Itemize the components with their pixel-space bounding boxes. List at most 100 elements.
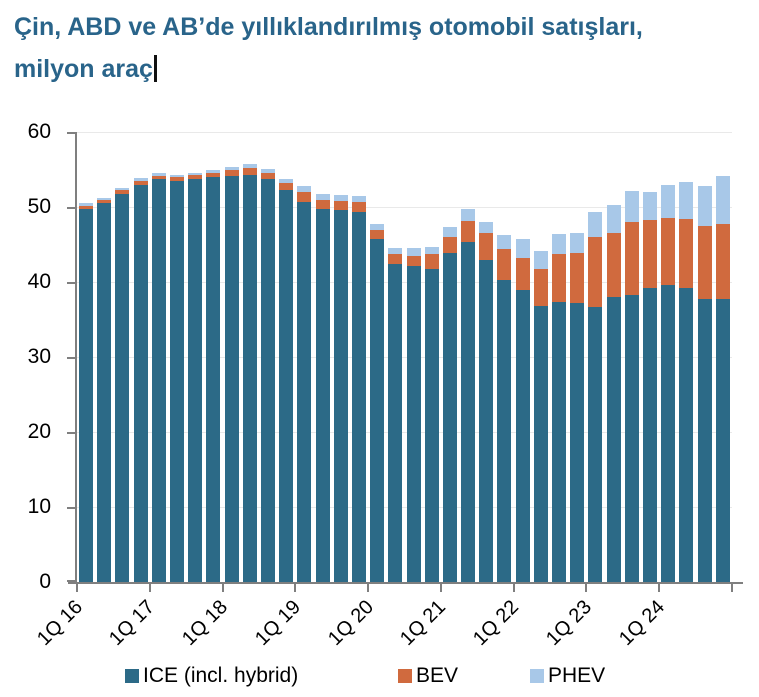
bar-segment-ice-3Q17 <box>188 179 203 582</box>
bar-segment-phev-1Q20 <box>370 223 385 231</box>
bar-segment-phev-4Q22 <box>570 232 585 253</box>
bar-2Q22 <box>533 250 548 582</box>
bar-1Q19 <box>297 186 312 582</box>
grid-layer <box>77 132 732 582</box>
y-axis-label-10: 10 <box>27 495 51 518</box>
y-axis-label-60: 60 <box>27 120 51 143</box>
chart-title-line2: milyon araç <box>14 48 754 90</box>
bar-segment-ice-1Q21 <box>442 252 457 582</box>
bar-segment-ice-4Q22 <box>570 303 585 582</box>
bar-3Q19 <box>333 195 348 582</box>
gridline-10 <box>77 507 732 508</box>
bar-2Q23 <box>606 204 621 582</box>
x-axis-label-1Q22: 1Q 22 <box>469 596 524 651</box>
bar-segment-bev-1Q21 <box>442 237 457 253</box>
bar-3Q24 <box>697 186 712 582</box>
bar-segment-phev-2Q23 <box>606 204 621 233</box>
bar-segment-phev-2Q24 <box>679 182 694 219</box>
bar-segment-phev-2Q18 <box>242 164 257 168</box>
legend-swatch <box>125 669 139 683</box>
bar-segment-ice-1Q17 <box>151 179 166 582</box>
bar-segment-bev-4Q22 <box>570 252 585 303</box>
bar-segment-bev-4Q18 <box>279 183 294 190</box>
bar-segment-phev-3Q24 <box>697 186 712 226</box>
bar-segment-ice-3Q16 <box>115 193 130 582</box>
bar-segment-ice-3Q19 <box>333 210 348 582</box>
bar-segment-bev-3Q16 <box>115 189 130 194</box>
bar-segment-bev-4Q17 <box>206 172 221 177</box>
bar-4Q24 <box>715 175 730 582</box>
bar-segment-bev-2Q24 <box>679 219 694 288</box>
bar-segment-bev-3Q21 <box>479 233 494 261</box>
bar-segment-ice-1Q20 <box>370 239 385 582</box>
bar-2Q17 <box>169 174 184 582</box>
x-axis-label-1Q24: 1Q 24 <box>614 596 669 651</box>
bar-segment-phev-1Q16 <box>79 202 93 206</box>
bar-segment-ice-3Q23 <box>624 294 639 582</box>
bar-3Q16 <box>115 187 130 582</box>
bar-3Q23 <box>624 191 639 582</box>
bar-segment-phev-3Q21 <box>479 222 494 234</box>
bar-segment-bev-1Q23 <box>588 237 603 307</box>
legend-label-bev: BEV <box>416 664 459 687</box>
text-cursor <box>153 55 157 82</box>
bar-segment-bev-3Q17 <box>188 174 203 180</box>
bar-segment-ice-4Q16 <box>133 185 148 582</box>
x-axis-label-wrap-1Q17: 1Q 17 <box>105 596 159 650</box>
bar-segment-bev-2Q20 <box>388 254 403 264</box>
bar-segment-bev-4Q21 <box>497 249 512 280</box>
y-axis-line <box>75 132 77 584</box>
bar-segment-bev-4Q23 <box>643 219 658 288</box>
y-tick-20 <box>67 432 76 434</box>
bar-segment-ice-2Q20 <box>388 264 403 582</box>
bar-segment-bev-3Q23 <box>624 222 639 295</box>
legend-item-bev: BEV <box>398 662 458 690</box>
chart-title-line1: Çin, ABD ve AB’de yıllıklandırılmış otom… <box>14 6 754 48</box>
x-axis-line <box>68 582 743 584</box>
x-tick-1Q24 <box>658 584 661 592</box>
bar-segment-phev-1Q21 <box>442 226 457 237</box>
x-axis-label-wrap-1Q19: 1Q 19 <box>251 596 305 650</box>
legend: ICE (incl. hybrid) BEV PHEV <box>0 662 759 692</box>
bar-segment-bev-1Q20 <box>370 230 385 240</box>
x-axis-label-1Q20: 1Q 20 <box>323 596 378 651</box>
x-tick-1Q21 <box>439 584 442 592</box>
chart-title-textbox[interactable]: Çin, ABD ve AB’de yıllıklandırılmış otom… <box>14 6 754 90</box>
x-tick-1Q19 <box>294 584 297 592</box>
y-tick-60 <box>67 132 76 134</box>
bar-segment-phev-4Q18 <box>279 178 294 183</box>
bar-segment-ice-2Q23 <box>606 297 621 582</box>
x-tick-1Q23 <box>585 584 588 592</box>
bar-segment-bev-3Q18 <box>260 172 275 179</box>
bar-segment-bev-1Q17 <box>151 175 166 180</box>
bar-1Q16 <box>79 202 93 582</box>
bar-1Q23 <box>588 212 603 582</box>
legend-item-ice: ICE (incl. hybrid) <box>125 662 298 690</box>
x-axis-label-1Q16: 1Q 16 <box>32 596 87 651</box>
chart-title-text-line1: Çin, ABD ve AB’de yıllıklandırılmış otom… <box>14 13 643 41</box>
bar-segment-phev-4Q20 <box>424 246 439 255</box>
bar-segment-ice-1Q19 <box>297 201 312 582</box>
bar-segment-phev-3Q17 <box>188 172 203 175</box>
x-tick-1Q17 <box>148 584 151 592</box>
bar-3Q22 <box>552 234 567 582</box>
bar-segment-bev-3Q20 <box>406 255 421 267</box>
bar-segment-ice-1Q24 <box>661 285 676 582</box>
bar-segment-phev-4Q24 <box>715 175 730 225</box>
bar-segment-bev-4Q24 <box>715 224 730 299</box>
x-axis-label-1Q21: 1Q 21 <box>396 596 451 651</box>
y-axis-label-50: 50 <box>27 195 51 218</box>
bar-segment-ice-4Q20 <box>424 269 439 582</box>
y-axis-label-0: 0 <box>39 570 51 593</box>
bar-segment-phev-4Q17 <box>206 170 221 173</box>
plot-area: 0 10 20 30 40 50 60 1Q 16 1Q 17 1Q 18 1Q 19 1Q 20 1Q… <box>28 120 743 650</box>
bar-segment-phev-2Q17 <box>169 174 184 177</box>
bar-2Q21 <box>461 209 476 582</box>
legend-swatch <box>530 669 544 683</box>
bar-segment-bev-2Q17 <box>169 177 184 181</box>
bar-segment-ice-2Q19 <box>315 209 330 582</box>
chart-title-text-line2: milyon araç <box>14 55 153 83</box>
bar-4Q18 <box>279 178 294 582</box>
bar-3Q17 <box>188 172 203 582</box>
